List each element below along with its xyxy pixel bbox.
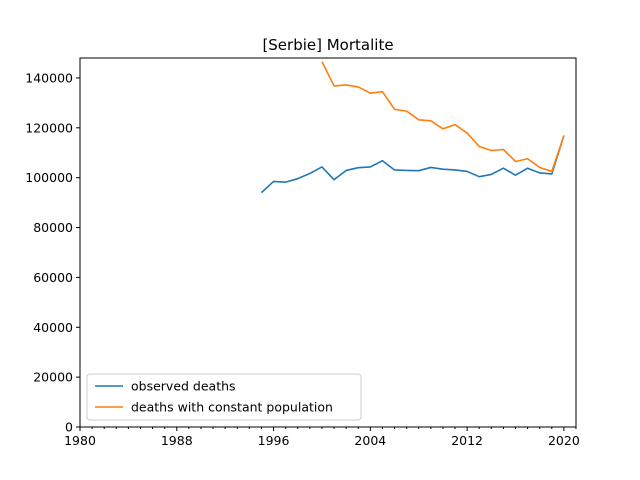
y-tick-label: 100000 (25, 170, 73, 185)
series-line-2 (321, 61, 565, 173)
x-tick-label: 1980 (64, 433, 96, 448)
y-axis: 0 20000 40000 60000 80000 100000 120000 140000 (25, 70, 80, 435)
x-tick-label: 1988 (161, 433, 193, 448)
y-tick-label: 80000 (33, 220, 73, 235)
series-line-1 (260, 135, 565, 194)
y-tick-label: 0 (65, 420, 73, 435)
x-tick-label: 1996 (258, 433, 290, 448)
y-tick-label: 140000 (25, 70, 73, 85)
y-tick-label: 40000 (33, 320, 73, 335)
y-tick-label: 60000 (33, 270, 73, 285)
legend-box (86, 373, 362, 421)
y-tick-label: 120000 (25, 120, 73, 135)
x-tick-label: 2020 (548, 433, 580, 448)
legend-label: observed deaths (131, 379, 236, 394)
x-tick-label: 2012 (451, 433, 483, 448)
legend: observed deaths deaths with constant popu… (86, 373, 362, 421)
legend-label: deaths with constant population (131, 400, 333, 415)
plot-frame (79, 57, 577, 428)
x-axis: 1980 1988 1996 2004 2012 2020 (64, 427, 580, 448)
chart-title: [Serbie] Mortalite (262, 36, 393, 54)
series-layer (260, 61, 565, 194)
y-tick-label: 20000 (33, 370, 73, 385)
x-tick-label: 2004 (354, 433, 386, 448)
